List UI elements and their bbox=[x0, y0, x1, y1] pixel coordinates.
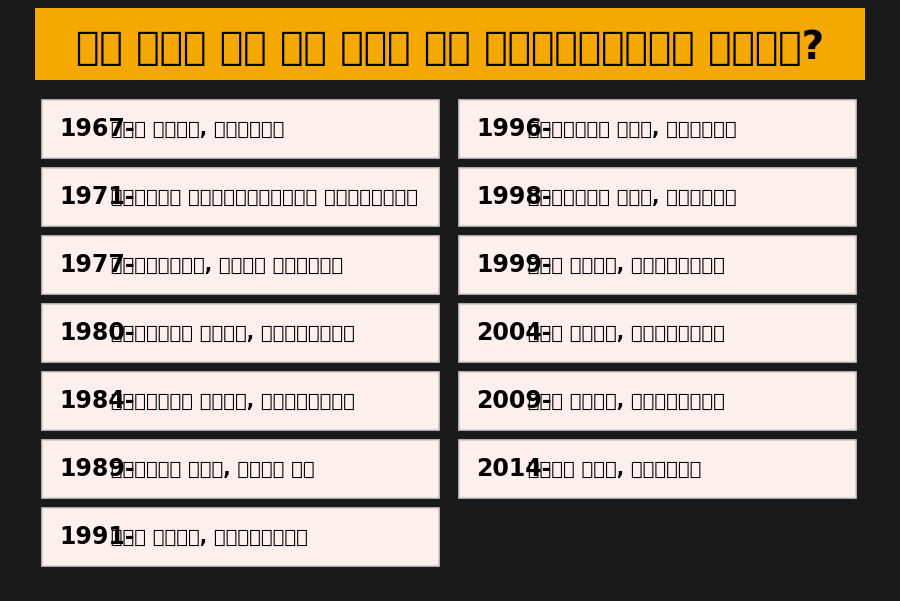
Text: 1996-: 1996- bbox=[476, 117, 552, 141]
FancyBboxPatch shape bbox=[459, 440, 856, 498]
FancyBboxPatch shape bbox=[459, 236, 856, 294]
Text: 2009-: 2009- bbox=[476, 389, 552, 413]
FancyBboxPatch shape bbox=[35, 8, 865, 80]
Text: किरण खेर, बीजेपी: किरण खेर, बीजेपी bbox=[521, 460, 702, 478]
Text: जगन्नाथ कौशल, कांग्रेस: जगन्नाथ कौशल, कांग्रेस bbox=[104, 391, 355, 410]
Text: 1980-: 1980- bbox=[59, 321, 135, 345]
Text: 1971-: 1971- bbox=[59, 185, 135, 209]
FancyBboxPatch shape bbox=[459, 372, 856, 430]
Text: सत्यपाल जैन, बीजेपी: सत्यपाल जैन, बीजेपी bbox=[521, 120, 737, 138]
Text: 1991-: 1991- bbox=[59, 525, 135, 549]
FancyBboxPatch shape bbox=[42, 440, 438, 498]
Text: जगन्नाथ कौशल, कांग्रेस: जगन्नाथ कौशल, कांग्रेस bbox=[104, 323, 355, 343]
FancyBboxPatch shape bbox=[459, 304, 856, 362]
Text: 1989-: 1989- bbox=[59, 457, 135, 481]
FancyBboxPatch shape bbox=[459, 168, 856, 226]
Text: 1998-: 1998- bbox=[476, 185, 552, 209]
FancyBboxPatch shape bbox=[459, 100, 856, 158]
Text: अमरनाथ विद्यालंकार कांग्रेस: अमरनाथ विद्यालंकार कांग्रेस bbox=[104, 188, 418, 207]
FancyBboxPatch shape bbox=[42, 372, 438, 430]
Text: 1999-: 1999- bbox=[476, 253, 552, 277]
Text: चंद गोयल, बीजेपी: चंद गोयल, बीजेपी bbox=[104, 120, 284, 138]
Text: पवन बंसल, कांग्रेस: पवन बंसल, कांग्रेस bbox=[104, 528, 308, 546]
Text: पवन बंसल, कांग्रेस: पवन बंसल, कांग्रेस bbox=[521, 391, 725, 410]
FancyBboxPatch shape bbox=[42, 236, 438, 294]
Text: 2004-: 2004- bbox=[476, 321, 552, 345]
Text: कब किस दल से कौन सा उम्मीदवार जीता?: कब किस दल से कौन सा उम्मीदवार जीता? bbox=[76, 29, 824, 67]
Text: सत्यपाल जैन, बीजेपी: सत्यपाल जैन, बीजेपी bbox=[521, 188, 737, 207]
Text: 1967-: 1967- bbox=[59, 117, 135, 141]
FancyBboxPatch shape bbox=[42, 304, 438, 362]
Text: हरमोहन धवन, जनता दल: हरमोहन धवन, जनता दल bbox=[104, 460, 315, 478]
FancyBboxPatch shape bbox=[42, 100, 438, 158]
Text: 2014-: 2014- bbox=[476, 457, 552, 481]
Text: 1984-: 1984- bbox=[59, 389, 135, 413]
FancyBboxPatch shape bbox=[42, 508, 438, 566]
Text: 1977-: 1977- bbox=[59, 253, 135, 277]
Text: पवन बंसल, कांग्रेस: पवन बंसल, कांग्रेस bbox=[521, 323, 725, 343]
FancyBboxPatch shape bbox=[42, 168, 438, 226]
Text: पवन बंसल, कांग्रेस: पवन बंसल, कांग्रेस bbox=[521, 255, 725, 275]
Text: किशनकांत, जनता पार्टी: किशनकांत, जनता पार्टी bbox=[104, 255, 343, 275]
